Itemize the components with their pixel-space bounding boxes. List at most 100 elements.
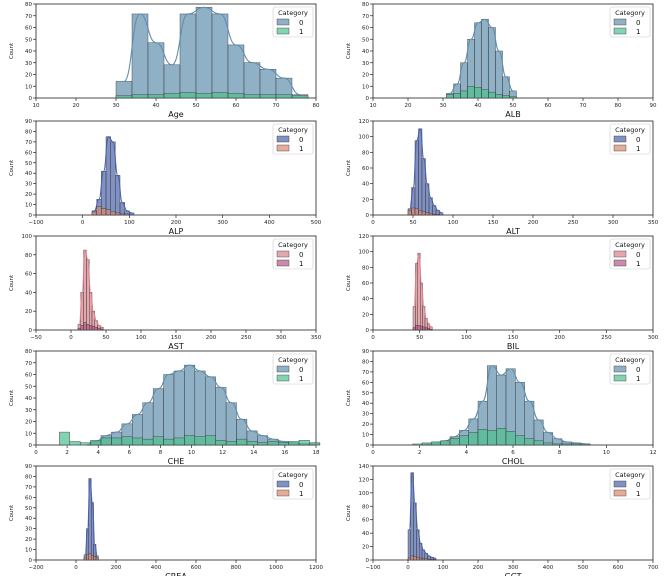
x-tick-label: 60 bbox=[233, 103, 240, 109]
y-tick-label: 60 bbox=[362, 26, 369, 32]
x-tick-label: 200 bbox=[111, 565, 122, 571]
y-tick-label: 90 bbox=[25, 119, 32, 125]
bar-series-1-bin-14 bbox=[543, 442, 553, 446]
legend-label-1: 1 bbox=[636, 375, 640, 383]
bar-series-1-bin-7 bbox=[429, 329, 433, 331]
bar-series-1-bin-23 bbox=[298, 440, 310, 446]
y-tick-label: 20 bbox=[25, 192, 32, 198]
y-tick-label: 20 bbox=[362, 422, 369, 428]
x-axis-label: BIL bbox=[507, 342, 520, 351]
bar-series-1-bin-8 bbox=[502, 95, 510, 99]
legend-swatch-0 bbox=[613, 135, 627, 143]
bar-series-0-bin-14 bbox=[205, 376, 216, 446]
bar-series-1-bin-5 bbox=[95, 557, 99, 561]
x-axis-label: ALP bbox=[169, 227, 184, 236]
bar-series-1-bin-8 bbox=[430, 559, 434, 561]
y-tick-label: 60 bbox=[362, 281, 369, 287]
legend-label-1: 1 bbox=[299, 375, 303, 383]
legend-swatch-0 bbox=[613, 480, 627, 488]
x-tick-label: 300 bbox=[608, 220, 619, 226]
bar-series-1-bin-7 bbox=[432, 214, 437, 216]
kde-line-series-0 bbox=[94, 136, 132, 214]
y-axis-label: Count bbox=[346, 274, 352, 291]
bar-series-1-bin-12 bbox=[184, 435, 196, 446]
y-tick-label: 60 bbox=[25, 272, 32, 278]
bar-series-1-bin-5 bbox=[91, 326, 95, 331]
kde-line-series-0 bbox=[64, 364, 315, 446]
legend: Category 01 bbox=[272, 238, 314, 270]
x-axis-label: CHE bbox=[168, 457, 185, 466]
bar-series-1-bin-11 bbox=[515, 435, 525, 446]
bar-series-1-bin-8 bbox=[142, 438, 154, 446]
legend-label-1: 1 bbox=[299, 490, 303, 498]
y-tick-label: 20 bbox=[25, 537, 32, 543]
x-tick-label: 0 bbox=[34, 450, 38, 456]
y-axis-label: Count bbox=[346, 42, 352, 59]
bar-series-1-bin-6 bbox=[424, 558, 428, 561]
x-tick-label: 0 bbox=[81, 220, 85, 226]
y-tick-label: 10 bbox=[25, 203, 32, 209]
x-tick-label: 600 bbox=[613, 565, 624, 571]
bar-series-1-bin-9 bbox=[496, 428, 507, 446]
bar-series-1-bin-8 bbox=[100, 328, 104, 331]
legend-title: Category bbox=[278, 356, 308, 364]
kde-line-series-0 bbox=[413, 252, 432, 328]
bar-series-0-bin-16 bbox=[225, 402, 237, 446]
y-tick-label: 70 bbox=[25, 140, 32, 146]
x-tick-label: 6 bbox=[128, 450, 132, 456]
y-tick-label: 30 bbox=[25, 408, 32, 414]
bar-series-1-bin-4 bbox=[449, 438, 460, 446]
bar-series-0-bin-5 bbox=[195, 7, 213, 99]
x-tick-label: 100 bbox=[124, 220, 135, 226]
x-tick-label: 300 bbox=[276, 335, 287, 341]
x-tick-label: −50 bbox=[30, 335, 42, 341]
y-tick-label: 50 bbox=[362, 391, 369, 397]
x-tick-label: 6 bbox=[511, 450, 515, 456]
x-tick-label: −100 bbox=[365, 565, 381, 571]
bar-series-1-bin-8 bbox=[435, 214, 440, 216]
y-tick-label: 40 bbox=[362, 49, 369, 55]
legend-swatch-1 bbox=[613, 374, 627, 382]
legend: Category 01 bbox=[272, 468, 314, 500]
y-tick-label: 60 bbox=[25, 373, 32, 379]
y-tick-label: 40 bbox=[362, 297, 369, 303]
bar-series-0-bin-11 bbox=[173, 370, 185, 446]
y-tick-label: 30 bbox=[25, 527, 32, 533]
bar-series-1-bin-6 bbox=[468, 432, 479, 446]
y-tick-label: 40 bbox=[25, 396, 32, 402]
legend-title: Category bbox=[278, 126, 308, 134]
x-tick-label: 200 bbox=[528, 220, 539, 226]
y-tick-label: 40 bbox=[362, 401, 369, 407]
x-tick-label: 0 bbox=[406, 565, 410, 571]
y-tick-label: 60 bbox=[25, 495, 32, 501]
x-tick-label: 0 bbox=[69, 335, 73, 341]
x-tick-label: 150 bbox=[171, 335, 182, 341]
x-tick-label: 50 bbox=[510, 103, 517, 109]
x-tick-label: 150 bbox=[488, 220, 499, 226]
bar-series-1-bin-1 bbox=[415, 325, 418, 331]
x-tick-label: 60 bbox=[545, 103, 552, 109]
bar-series-1-bin-3 bbox=[90, 555, 94, 561]
x-tick-label: 8 bbox=[159, 450, 163, 456]
legend-title: Category bbox=[615, 471, 645, 479]
bar-series-1-bin-5 bbox=[421, 558, 425, 561]
y-tick-label: 60 bbox=[362, 380, 369, 386]
bar-series-1-bin-7 bbox=[124, 213, 130, 216]
y-tick-label: 80 bbox=[362, 504, 369, 510]
bar-series-1-bin-3 bbox=[440, 440, 451, 446]
bar-series-0-bin-9 bbox=[152, 388, 164, 446]
x-tick-label: 0 bbox=[74, 565, 78, 571]
bar-series-1-bin-0 bbox=[407, 210, 412, 216]
y-tick-label: 40 bbox=[362, 182, 369, 188]
bar-series-0-bin-3 bbox=[163, 64, 181, 99]
legend-label-1: 1 bbox=[636, 28, 640, 36]
bar-series-0-bin-7 bbox=[227, 44, 245, 99]
y-tick-label: 60 bbox=[362, 518, 369, 524]
x-tick-label: 400 bbox=[264, 220, 275, 226]
y-tick-label: 120 bbox=[359, 477, 370, 483]
bar-series-1-bin-0 bbox=[412, 443, 423, 446]
y-tick-label: 30 bbox=[362, 412, 369, 418]
bar-series-1-bin-9 bbox=[152, 436, 164, 446]
